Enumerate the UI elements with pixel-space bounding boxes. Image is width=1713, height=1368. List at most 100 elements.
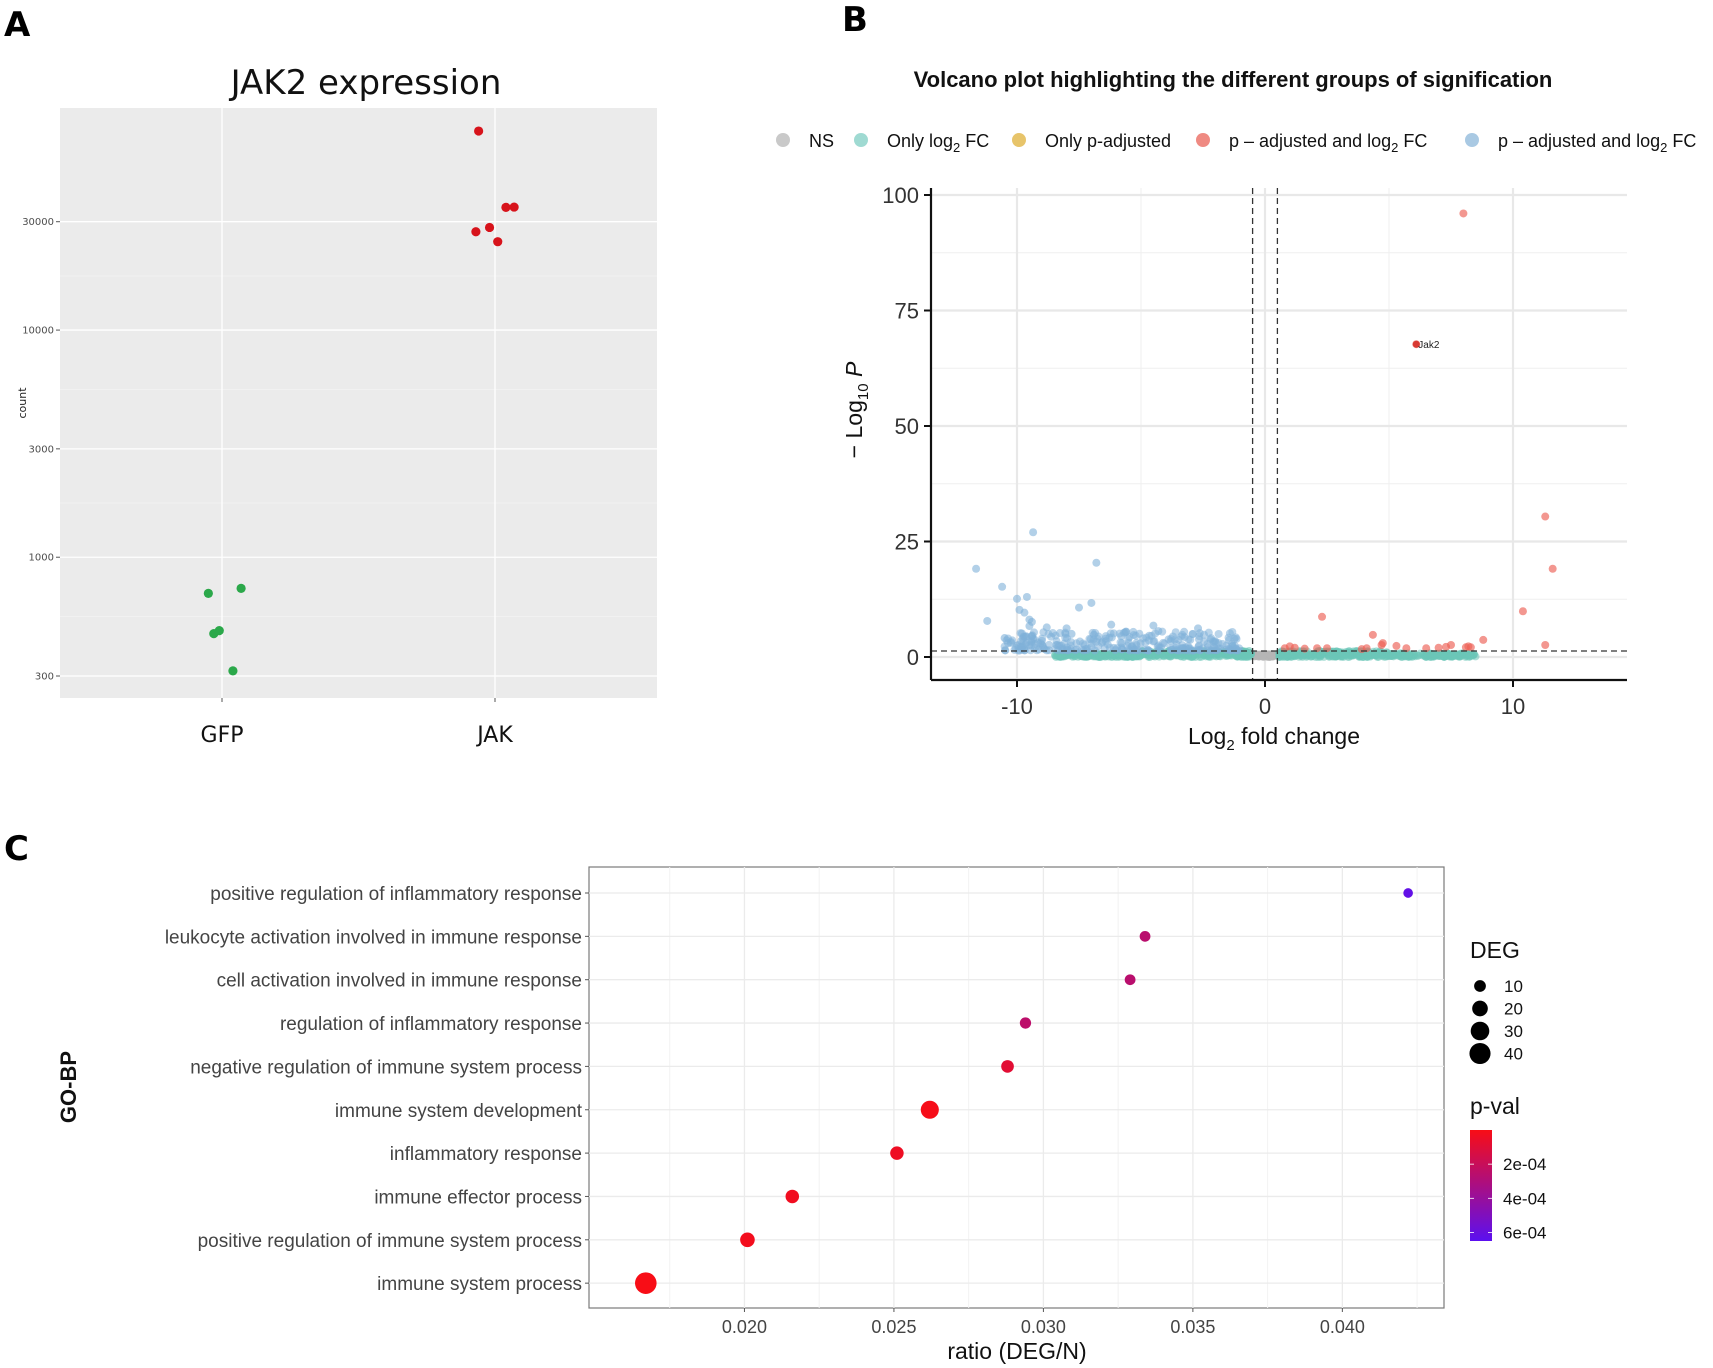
panel-a-point-jak	[501, 202, 511, 212]
panel-b-legend-label: p – adjusted and log2 FC	[1498, 131, 1696, 155]
panel-b-point-down	[1186, 635, 1195, 644]
panel-b-y-tick-label: 25	[895, 530, 919, 555]
panel-c-points	[635, 888, 1413, 1294]
panel-b-point-down	[1063, 645, 1072, 654]
panel-b-legend-key	[776, 133, 790, 147]
panel-a-point-gfp	[236, 583, 246, 594]
panel-b-point-fc-only	[1353, 650, 1362, 659]
panel-b-point-down	[1178, 630, 1187, 639]
panel-a-y-axis-label: count	[16, 387, 29, 419]
panel-b-point-up	[1313, 644, 1322, 653]
panel-b-point-fc-only	[1335, 648, 1344, 657]
panel-b-point-down	[1138, 634, 1147, 643]
panel-b-point-down	[1143, 646, 1152, 655]
panel-c-y-tick-label: immune system development	[335, 1101, 583, 1122]
panel-b-legend-key	[1196, 133, 1210, 147]
panel-c-point	[1001, 1060, 1014, 1073]
legend-size-label: 40	[1504, 1045, 1523, 1064]
panel-b-point-fc-only	[1414, 651, 1423, 660]
panel-b-volcano-plot: Volcano plot highlighting the different …	[776, 67, 1696, 754]
panel-b-point-up	[1323, 644, 1331, 653]
panel-b-point-down	[1000, 634, 1009, 643]
panel-c-point	[635, 1272, 657, 1294]
panel-b-point-down	[1013, 594, 1021, 603]
panel-a-point-jak	[474, 126, 484, 136]
panel-b-point-up	[1466, 643, 1475, 652]
panel-b-legend-label: Only log2 FC	[887, 131, 989, 155]
panel-a-x-tick-label: JAK	[475, 723, 513, 748]
panel-c-point	[1019, 1017, 1032, 1029]
panel-a-y-tick-label: 30000	[22, 217, 54, 228]
panel-b-point-up	[1434, 643, 1443, 652]
panel-c-point	[785, 1189, 800, 1204]
panel-b-point-down	[1075, 603, 1083, 612]
panel-b-point-down	[983, 616, 992, 625]
panel-c-x-ticks: 0.020 0.025 0.030 0.035 0.040	[722, 1308, 1365, 1337]
panel-b-point-down	[1228, 641, 1237, 650]
panel-b-legend-key	[854, 133, 868, 147]
panel-b-point-down	[1081, 644, 1090, 653]
panel-b-point-down	[1107, 620, 1116, 629]
legend-color-label: 6e-04	[1503, 1223, 1546, 1242]
panel-b-point-up	[1541, 512, 1550, 521]
panel-b-point-down	[1117, 632, 1126, 641]
panel-a-plot-background	[60, 108, 657, 698]
panel-c-y-axis-title: GO-BP	[56, 1051, 81, 1123]
legend-size-key	[1474, 980, 1486, 992]
panel-b-x-tick-label: 0	[1259, 694, 1271, 719]
panel-a-jak2-expression: JAK2 expression 300 1000 3000 10000 30000 GF…	[16, 63, 657, 748]
panel-c-go-enrichment: positive regulation of inflammatory resp…	[56, 866, 1546, 1364]
panel-c-point	[740, 1232, 755, 1248]
panel-b-point-up	[1290, 643, 1299, 652]
panel-b-point-up	[1368, 630, 1377, 639]
panel-b-cutoff-lines	[931, 188, 1627, 680]
panel-a-y-ticks: 300 1000 3000 10000 30000	[22, 217, 60, 682]
panel-b-point-down	[1194, 624, 1203, 633]
panel-a-point-jak	[471, 227, 481, 237]
panel-b-point-down	[1038, 634, 1047, 643]
panel-a-y-tick-label: 1000	[29, 553, 54, 564]
panel-b-point-up	[1422, 644, 1431, 653]
panel-b-point-down	[1047, 632, 1056, 641]
panel-b-point-down	[1107, 633, 1116, 642]
panel-b-point-down	[1194, 642, 1203, 651]
panel-b-point-up	[1402, 644, 1411, 653]
panel-a-point-jak	[509, 202, 519, 212]
panel-b-x-axis-title: Log2 fold change	[1188, 723, 1360, 754]
panel-b-point-down	[972, 564, 981, 573]
legend-size-label: 30	[1504, 1022, 1523, 1041]
panel-b-point-down	[1208, 645, 1217, 654]
panel-b-point-down	[1017, 643, 1026, 652]
panel-b-point-down	[1087, 598, 1096, 607]
panel-b-point-down	[1131, 631, 1140, 640]
panel-c-point	[1139, 930, 1151, 942]
panel-b-point-down	[1154, 627, 1163, 636]
panel-b-point-down	[1154, 641, 1163, 650]
legend-size-key	[1469, 1042, 1491, 1065]
legend-size-keys: 10 20 30 40	[1469, 977, 1523, 1065]
legend-color-label: 2e-04	[1503, 1155, 1546, 1174]
panel-b-point-down	[1195, 635, 1204, 644]
panel-b-legend-label: p – adjusted and log2 FC	[1229, 131, 1427, 155]
panel-b-point-fc-only	[1297, 651, 1306, 660]
panel-c-y-tick-label: positive regulation of immune system pro…	[198, 1231, 582, 1252]
panel-b-point-down	[1042, 623, 1051, 632]
panel-b-point-up	[1318, 612, 1327, 621]
panel-b-point-up	[1518, 607, 1527, 616]
panel-b-point-down	[1092, 558, 1101, 567]
panel-b-point-down	[1027, 641, 1036, 650]
legend-size-key	[1472, 1000, 1488, 1017]
panel-b-points	[972, 209, 1557, 661]
panel-b-point-fc-only	[1449, 651, 1458, 660]
panel-b-point-down	[1062, 624, 1071, 633]
panel-b-point-up	[1459, 209, 1468, 218]
panel-b-point-down	[998, 582, 1007, 591]
panel-a-point-gfp	[203, 588, 213, 598]
panel-b-legend-label: NS	[809, 131, 834, 151]
panel-b-point-up	[1362, 644, 1371, 653]
panel-b-point-down	[1211, 638, 1220, 647]
panel-b-point-fc-only	[1095, 651, 1104, 660]
legend-color-label: 4e-04	[1503, 1189, 1546, 1208]
panel-c-y-tick-label: negative regulation of immune system pro…	[190, 1057, 582, 1078]
